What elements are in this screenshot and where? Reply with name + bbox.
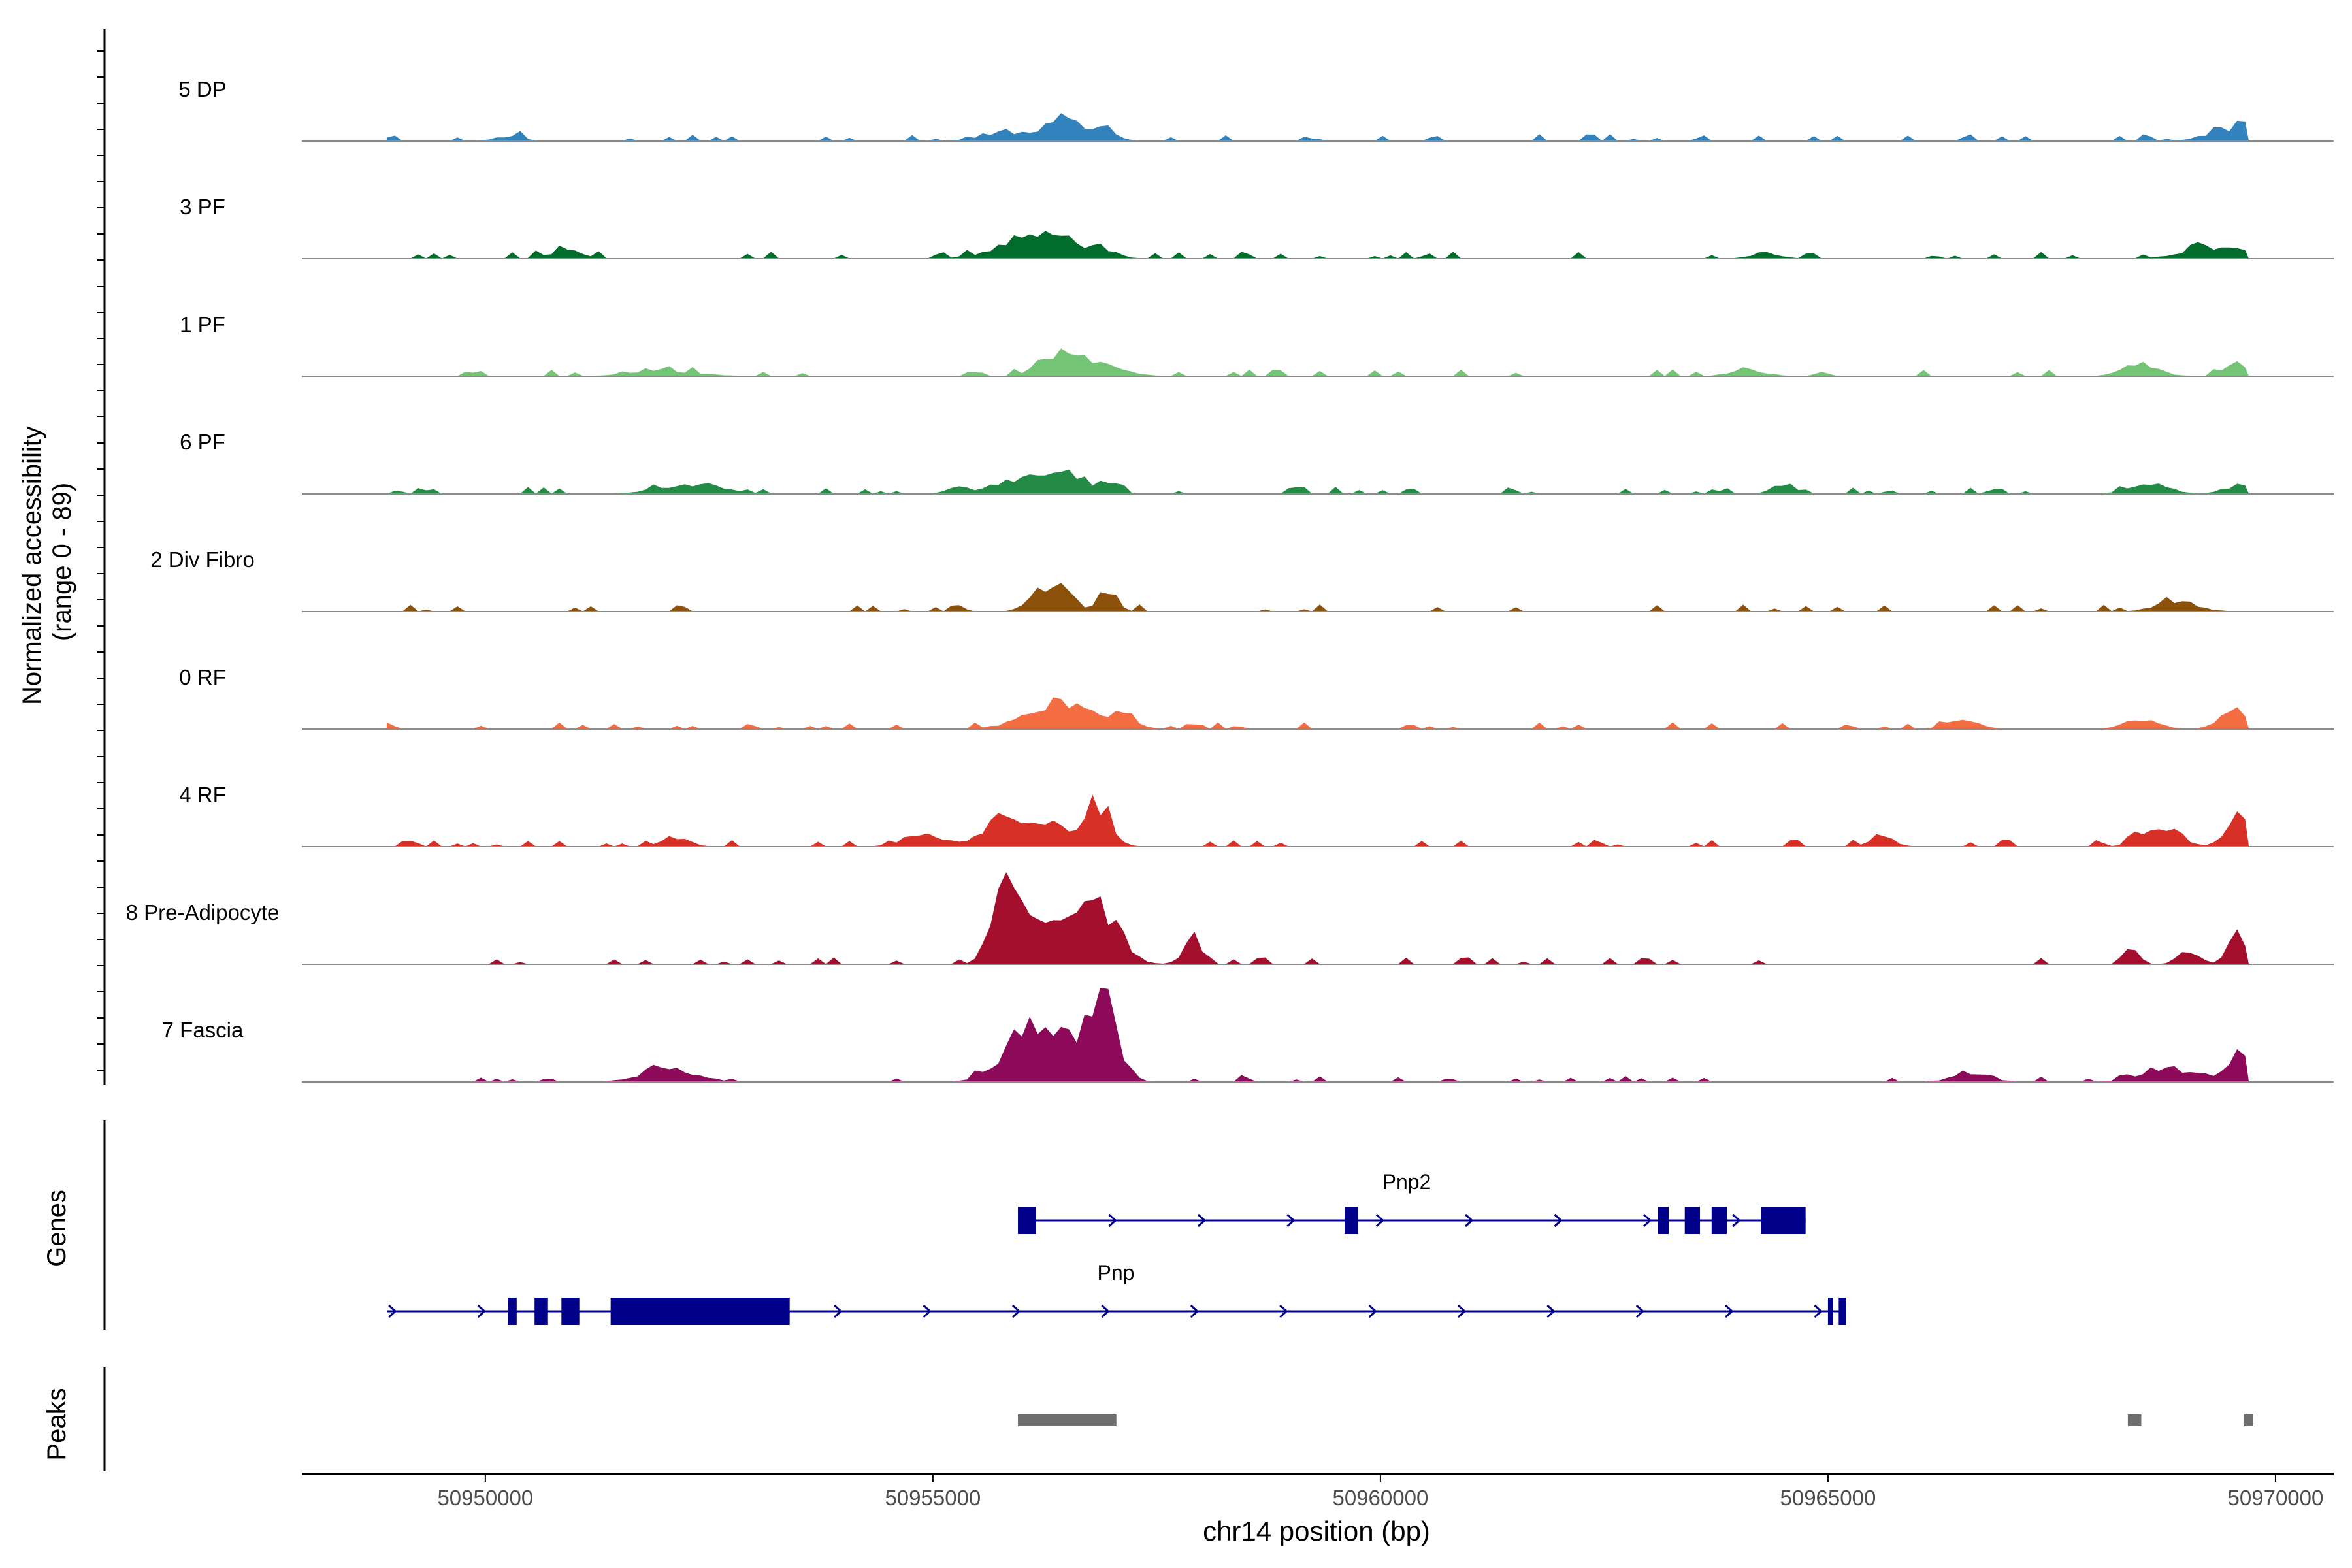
coverage-area <box>387 794 2249 847</box>
accessibility-tracks: 5 DP 3 PF 1 PF 6 PF 2 Div Fibro 0 RF 4 RF 8 Pre… <box>97 29 2334 1085</box>
strand-arrow <box>1368 1304 1377 1318</box>
x-tick-label: 50970000 <box>2228 1486 2324 1510</box>
gene-name-label: Pnp2 <box>1382 1170 1431 1194</box>
track-label: 0 RF <box>179 665 226 689</box>
coverage-area <box>387 348 2249 377</box>
strand-arrow <box>1814 1304 1823 1318</box>
track-label: 6 PF <box>180 430 225 454</box>
coverage-area <box>387 583 2249 612</box>
strand-arrow <box>1375 1213 1384 1228</box>
exon <box>1018 1207 1036 1234</box>
gene-annotation-panel: Pnp2 Pnp <box>103 1120 1846 1330</box>
track-0-rf: 0 RF <box>179 665 2334 730</box>
track-label: 5 DP <box>178 77 226 101</box>
axis-labels: Normalized accessibility (range 0 - 89) … <box>18 419 1430 1546</box>
strand-arrow <box>1279 1304 1288 1318</box>
x-axis: 50950000 50955000 50960000 50965000 50970000 <box>302 1473 2334 1510</box>
peak-region <box>2244 1414 2253 1426</box>
track-1-pf: 1 PF <box>180 312 2334 377</box>
strand-arrow <box>1108 1213 1117 1228</box>
strand-arrow <box>477 1304 486 1318</box>
track-label: 8 Pre-Adipocyte <box>126 900 280 924</box>
genes-panel-label: Genes <box>42 1190 71 1267</box>
coverage-area <box>387 987 2249 1083</box>
strand-arrow <box>923 1304 932 1318</box>
x-axis-label: chr14 position (bp) <box>1203 1516 1430 1546</box>
strand-arrow <box>1465 1213 1474 1228</box>
exon <box>1658 1207 1669 1234</box>
track-7-fascia: 7 Fascia <box>162 987 2334 1083</box>
x-tick-label: 50950000 <box>437 1486 533 1510</box>
exon <box>561 1298 580 1325</box>
exon <box>534 1298 548 1325</box>
exon <box>1838 1298 1846 1325</box>
exon <box>1761 1207 1806 1234</box>
exon <box>1345 1207 1358 1234</box>
track-8-pre-adipocyte: 8 Pre-Adipocyte <box>126 872 2334 965</box>
strand-arrow <box>1554 1213 1563 1228</box>
y-axis-label: Normalized accessibility (range 0 - 89) <box>18 419 76 705</box>
coverage-area <box>386 113 2249 142</box>
strand-arrow <box>1011 1304 1021 1318</box>
x-tick-label: 50965000 <box>1780 1486 1876 1510</box>
strand-arrow <box>834 1304 843 1318</box>
strand-arrow <box>1635 1304 1644 1318</box>
gene-name-label: Pnp <box>1098 1261 1135 1284</box>
coverage-area <box>387 872 2249 965</box>
x-tick-label: 50960000 <box>1332 1486 1428 1510</box>
x-tick-label: 50955000 <box>885 1486 981 1510</box>
track-label: 2 Div Fibro <box>150 547 255 572</box>
y-axis-label-line1: Normalized accessibility <box>18 426 46 705</box>
gene-pnp2: Pnp2 <box>1018 1170 1806 1234</box>
strand-arrow <box>1286 1213 1296 1228</box>
exon <box>1684 1207 1701 1234</box>
exon <box>610 1298 790 1325</box>
track-3-pf: 3 PF <box>180 195 2334 259</box>
coverage-area <box>387 469 2249 495</box>
peaks-panel-label: Peaks <box>42 1388 71 1460</box>
strand-arrow <box>1197 1213 1207 1228</box>
gene-pnp: Pnp <box>387 1261 1846 1325</box>
track-6-pf: 6 PF <box>180 430 2334 495</box>
y-axis-label-line2: (range 0 - 89) <box>48 483 76 641</box>
peak-region <box>2127 1414 2142 1426</box>
peak-panel <box>103 1367 2253 1471</box>
strand-arrow <box>388 1304 397 1318</box>
peak-region <box>1018 1414 1117 1426</box>
exon <box>1827 1298 1833 1325</box>
coverage-area <box>387 231 2249 259</box>
strand-arrow <box>1725 1304 1734 1318</box>
exon <box>1711 1207 1727 1234</box>
coverage-area <box>386 697 2249 730</box>
track-label: 4 RF <box>179 783 226 807</box>
exon <box>508 1298 517 1325</box>
strand-arrow <box>1457 1304 1467 1318</box>
track-5-dp: 5 DP <box>178 77 2334 142</box>
strand-arrow <box>1732 1213 1741 1228</box>
strand-arrow <box>1546 1304 1556 1318</box>
track-label: 7 Fascia <box>162 1018 244 1042</box>
track-4-rf: 4 RF <box>179 783 2334 847</box>
track-label: 1 PF <box>180 312 225 336</box>
strand-arrow <box>1642 1213 1652 1228</box>
strand-arrow <box>1190 1304 1199 1318</box>
track-2-div-fibro: 2 Div Fibro <box>150 547 2334 612</box>
strand-arrow <box>1101 1304 1110 1318</box>
track-label: 3 PF <box>180 195 225 219</box>
